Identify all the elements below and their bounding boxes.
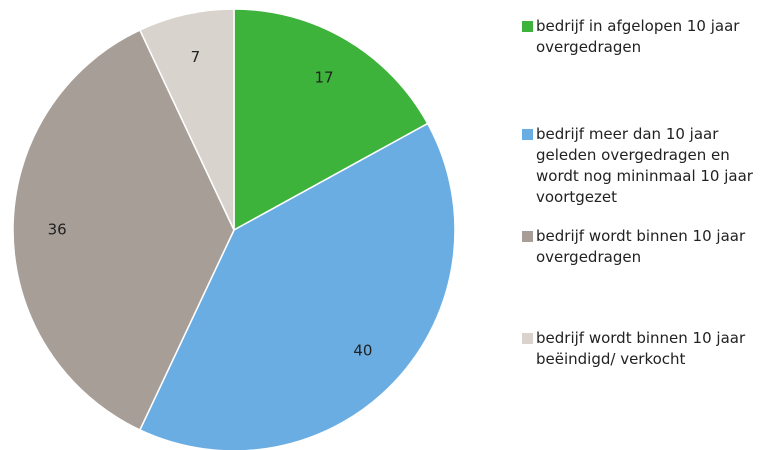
legend-swatch [522,21,533,32]
data-label: 7 [191,48,201,66]
pie-slice [138,8,235,231]
legend-entry: bedrijf wordt binnen 10 jaar beëindigd/ … [522,328,772,370]
data-label: 17 [314,68,333,86]
legend-label: bedrijf wordt binnen 10 jaar beëindigd/ … [536,329,746,368]
legend-entry: bedrijf wordt binnen 10 jaar overgedrage… [522,226,772,268]
pie-slice [12,29,235,431]
data-label: 40 [353,342,372,360]
pie-slice [233,8,429,232]
legend-swatch [522,231,533,242]
legend-swatch [522,129,533,140]
legend-label: bedrijf wordt binnen 10 jaar overgedrage… [536,227,746,266]
legend-label: bedrijf meer dan 10 jaar geleden overged… [536,125,753,206]
legend-swatch [522,333,533,344]
legend-entry: bedrijf meer dan 10 jaar geleden overged… [522,124,772,208]
legend-label: bedrijf in afgelopen 10 jaar overgedrage… [536,17,740,56]
legend-entry: bedrijf in afgelopen 10 jaar overgedrage… [522,16,772,58]
data-label: 36 [48,221,67,239]
